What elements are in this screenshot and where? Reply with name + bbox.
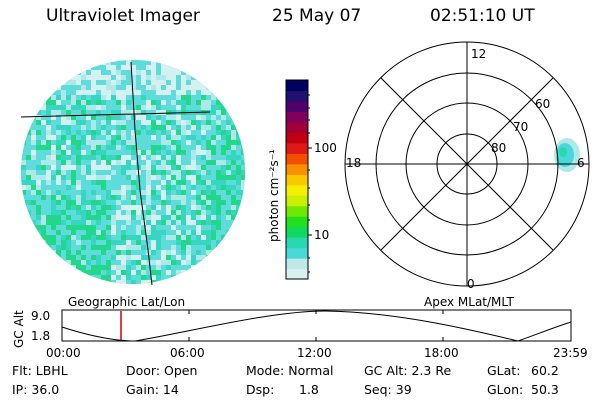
- status-mode: Mode: Normal: [246, 363, 334, 378]
- colorbar-cell: [286, 163, 308, 175]
- apex-panel-label: Apex MLat/MLT: [424, 295, 514, 309]
- status-seq: Seq: 39: [364, 382, 412, 397]
- colorbar-cell: [286, 247, 308, 259]
- altitude-curve: [61, 310, 572, 342]
- status-filter: Flt: LBHL: [12, 363, 68, 378]
- mlat-label-60: 60: [535, 97, 551, 111]
- colorbar-frame: [285, 79, 309, 280]
- time-label: 02:51:10 UT: [430, 6, 535, 26]
- colorbar-cell: [286, 258, 308, 270]
- status-dsp-label: Dsp:: [246, 382, 275, 397]
- colorbar-cell: [286, 268, 308, 280]
- timeline-x-tick-1200: 12:00: [297, 346, 332, 360]
- colorbar-unit-label: photon cm⁻²s⁻¹: [267, 149, 281, 242]
- colorbar-cell: [286, 237, 308, 249]
- latitude-line: [20, 111, 211, 118]
- colorbar-cell: [286, 100, 308, 113]
- altitude-timeline: [61, 309, 572, 342]
- colorbar-tick-100: 100: [314, 141, 337, 155]
- mlat-label-70: 70: [513, 120, 529, 134]
- auroral-emission-pixels: [21, 60, 245, 284]
- colorbar-cell: [286, 80, 308, 92]
- status-dsp-value: 1.8: [299, 382, 319, 397]
- status-glat-label: GLat:: [487, 363, 521, 378]
- instrument-title: Ultraviolet Imager: [46, 6, 200, 26]
- colorbar-cell: [286, 142, 308, 154]
- colorbar-cell: [286, 111, 308, 123]
- status-gain: Gain: 14: [126, 382, 179, 397]
- auroral-image-disk: [20, 60, 245, 286]
- geographic-panel-label: Geographic Lat/Lon: [68, 295, 186, 309]
- colorbar-cell: [286, 153, 308, 165]
- colorbar-cell: [286, 132, 308, 144]
- colorbar: [285, 79, 312, 280]
- mlt-line-diag-2: [380, 77, 554, 251]
- mlt-label-12: 12: [471, 47, 487, 61]
- colorbar-cell: [286, 195, 308, 207]
- colorbar-cell: [286, 174, 308, 186]
- timeline-y-axis-title: GC Alt: [12, 310, 26, 348]
- colorbar-cell: [286, 184, 308, 196]
- timeline-x-tick-1800: 18:00: [424, 346, 459, 360]
- mlt-label-6: 6: [577, 156, 585, 170]
- mlt-label-18: 18: [346, 156, 362, 170]
- date-label: 25 May 07: [272, 6, 362, 26]
- status-gc-alt: GC Alt: 2.3 Re: [364, 363, 452, 378]
- timeline-y-tick-max: 9.0: [31, 309, 51, 323]
- colorbar-cell: [286, 205, 308, 217]
- longitude-line: [130, 61, 153, 286]
- colorbar-cell: [286, 90, 308, 102]
- timeline-x-tick-0000: 00:00: [46, 346, 81, 360]
- colorbar-cell: [286, 121, 308, 133]
- timeline-y-tick-min: 1.8: [31, 329, 51, 343]
- status-glon-label: GLon:: [487, 382, 524, 397]
- colorbar-ticks: [308, 94, 312, 273]
- mlt-label-0: 0: [467, 277, 475, 291]
- status-glon-value: 50.3: [531, 382, 559, 397]
- colorbar-tick-10: 10: [314, 228, 330, 242]
- status-ip: IP: 36.0: [12, 382, 60, 397]
- timeline-x-tick-0600: 06:00: [170, 346, 205, 360]
- colorbar-cell: [286, 226, 308, 238]
- status-door: Door: Open: [126, 363, 198, 378]
- timeline-frame: [61, 309, 572, 342]
- polar-plot: [344, 41, 590, 287]
- timeline-x-tick-2359: 23:59: [553, 346, 588, 360]
- mlat-label-80: 80: [491, 141, 507, 155]
- timeline-x-ticks: [188, 310, 444, 341]
- colorbar-cell: [286, 216, 308, 228]
- status-glat-value: 60.2: [531, 363, 559, 378]
